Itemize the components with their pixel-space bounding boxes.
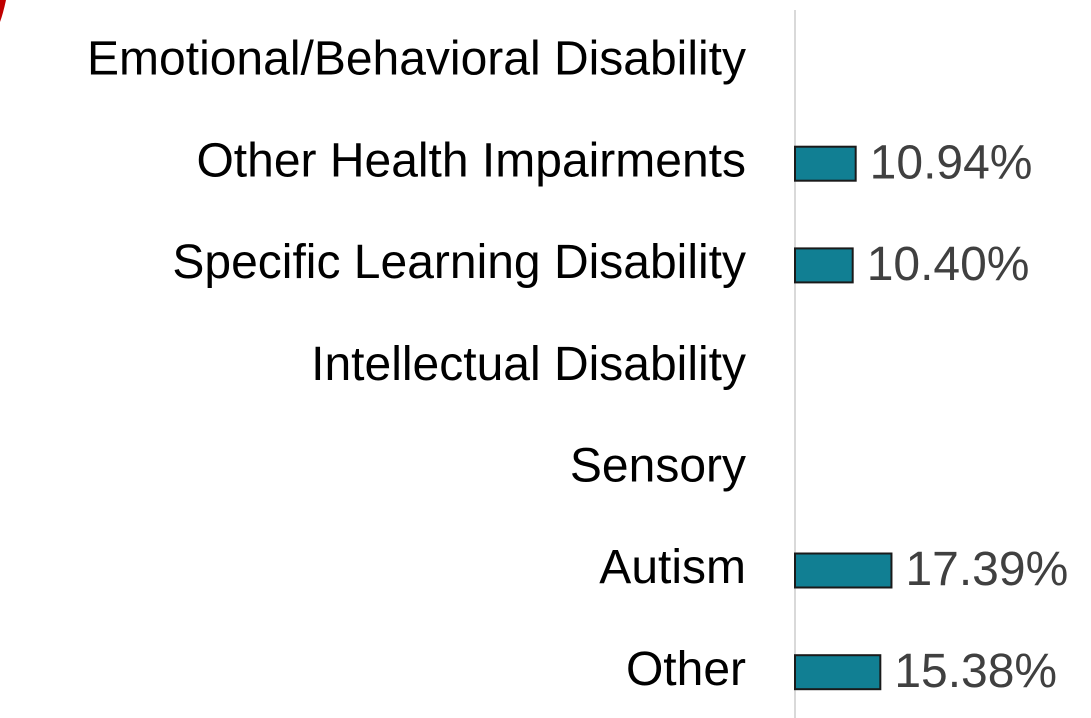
category-label: Sensory [570,439,746,492]
bar [794,145,857,182]
category-label: Specific Learning Disability [172,236,746,289]
value-label: 10.40% [867,238,1030,291]
value-label: 17.39% [905,543,1068,596]
value-label: 10.94% [870,136,1033,189]
corner-decoration [0,0,6,22]
category-label: Other [626,643,746,696]
bar [794,552,893,589]
category-label: Emotional/Behavioral Disability [87,33,746,86]
category-label: Intellectual Disability [311,338,746,391]
bar [794,654,882,691]
category-label: Other Health Impairments [196,134,746,187]
category-label: Autism [599,541,746,594]
bar [794,247,854,284]
value-label: 15.38% [894,645,1057,698]
